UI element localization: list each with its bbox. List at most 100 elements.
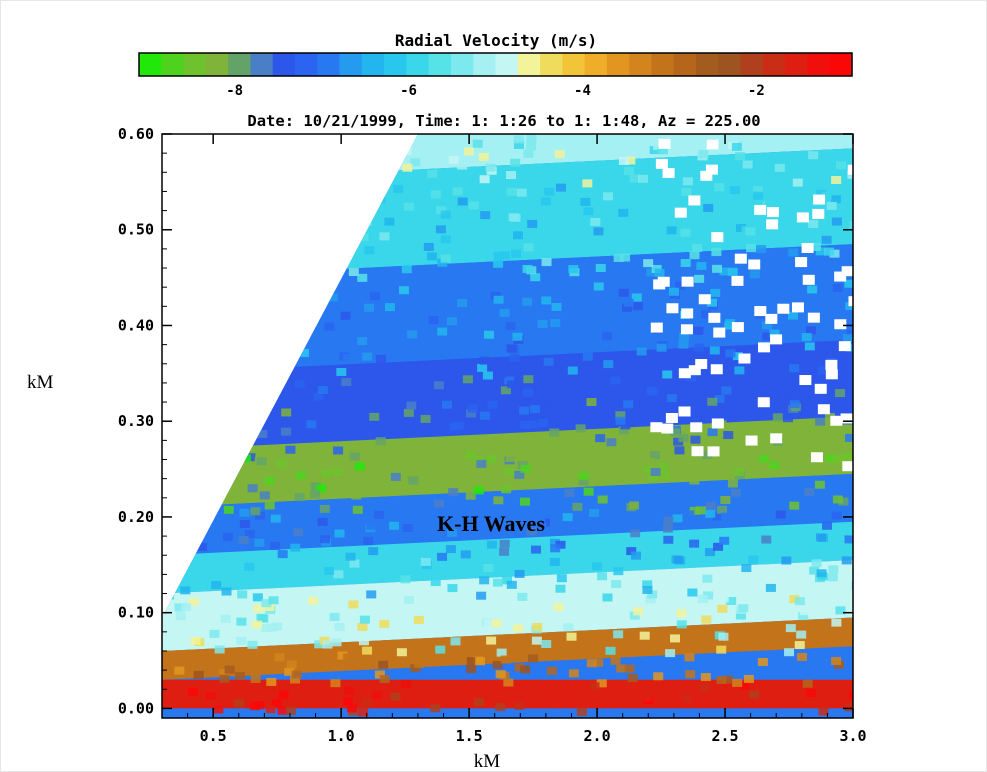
radar-bin [720,512,731,521]
radar-bin [324,322,335,331]
radar-bin [349,559,360,568]
radar-bin [761,535,772,544]
radar-bin [330,679,341,688]
radar-bin [785,624,796,633]
radar-bin [423,242,434,251]
radar-bin [449,290,460,299]
radar-bin [437,327,448,336]
radar-bin [384,217,395,226]
radar-bin [615,416,626,425]
radar-bin [794,597,805,606]
radar-bin [457,161,468,170]
radar-bin [270,541,281,550]
radar-bin [525,142,536,151]
radar-bin [430,578,441,587]
missing-bin [745,435,758,446]
radar-bin [334,529,345,538]
radar-bin [261,623,272,632]
colorbar-cell [584,53,608,76]
radar-bin [225,424,236,433]
radar-bin [735,611,746,620]
radar-bin [342,243,353,252]
radar-bin [448,488,459,497]
radar-bin [712,512,723,521]
radar-bin [208,527,219,536]
radar-bin [472,139,483,148]
radar-bin [294,493,305,502]
radar-bin [316,484,327,493]
radar-bin [815,417,826,426]
radar-bin [180,586,191,595]
radar-bin [603,360,614,369]
radar-bin [676,315,687,324]
radar-bin [250,507,261,516]
radar-bin [503,678,514,687]
radar-bin [796,630,807,639]
missing-bin [770,334,783,345]
radar-bin [797,652,808,661]
radar-bin [814,480,825,489]
radar-bin [629,174,640,183]
radar-bin [468,201,479,210]
missing-bin [713,327,726,338]
radar-bin [252,593,263,602]
colorbar-title: Radial Velocity (m/s) [395,31,597,50]
colorbar-cell [829,53,853,76]
radar-bin [410,664,421,673]
radar-bin [288,218,299,227]
radar-bin [823,247,834,256]
radar-bin [378,660,389,669]
radar-bin [623,166,634,175]
missing-bin [695,359,708,370]
radar-bin [665,649,676,658]
radar-bin [653,672,664,681]
radar-bin [314,640,325,649]
radar-bin [220,614,231,623]
radar-bin [772,413,783,422]
radar-bin [346,231,357,240]
radar-bin [482,371,493,380]
radar-bin [345,552,356,561]
radar-bin [361,217,372,226]
radar-bin [654,268,665,277]
radar-bin [794,641,805,650]
radar-bin [618,156,629,165]
radar-bin [244,529,255,538]
radar-bin [824,327,835,336]
radar-bin [236,636,247,645]
radar-bin [246,263,257,272]
radar-bin [476,591,487,600]
radar-bin [475,657,486,666]
missing-bin [731,322,744,333]
radar-bin [201,560,212,569]
radar-bin [267,623,278,632]
radar-bin [808,151,819,160]
radar-bin [340,311,351,320]
radar-bin [290,216,301,225]
missing-bin [655,158,668,169]
radar-bin [556,574,567,583]
radar-bin [197,496,208,505]
radar-bin [268,302,279,311]
radar-bin [678,340,689,349]
radar-bin [705,501,716,510]
missing-bin [708,312,721,323]
radar-bin [626,547,637,556]
radar-bin [217,176,228,185]
colorbar-tick-label: -2 [748,83,765,99]
radar-bin [325,281,336,290]
radar-bin [822,521,833,530]
missing-bin [657,276,670,287]
radar-bin [271,157,282,166]
radar-bin [376,354,387,363]
radar-bin [281,427,292,436]
radar-bin [816,533,827,542]
missing-bin [707,446,720,457]
radar-bin [265,705,276,714]
radar-bin [229,288,240,297]
missing-bin [661,423,674,434]
radar-bin [789,364,800,373]
radar-bin [330,453,341,462]
radar-bin [761,321,772,330]
